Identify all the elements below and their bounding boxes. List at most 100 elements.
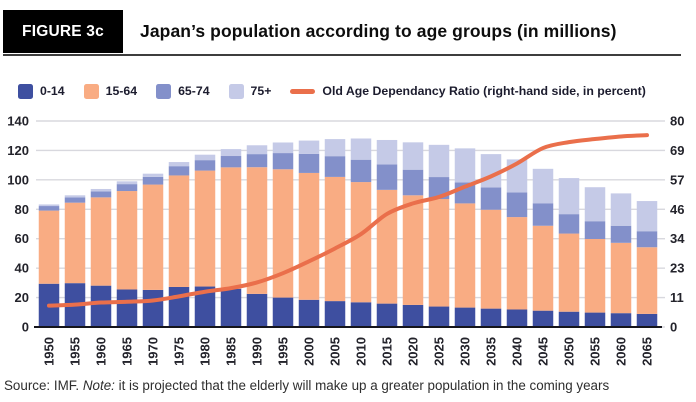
- legend: 0-14 15-64 65-74 75+ Old Age Dependancy Rati…: [18, 82, 696, 100]
- x-axis-tick-label: 1980: [198, 337, 213, 366]
- bar-segment-0-14-2020: [402, 304, 424, 327]
- bar-segment-75+-2025: [428, 144, 450, 178]
- bar-segment-65-74-1970: [142, 176, 164, 185]
- legend-line-swatch-icon: [290, 88, 316, 94]
- bar-segment-15-64-2025: [428, 198, 450, 307]
- bar-segment-0-14-1960: [90, 285, 112, 327]
- legend-label: Old Age Dependancy Ratio (right-hand sid…: [322, 84, 646, 98]
- bar-segment-75+-2015: [376, 139, 398, 165]
- bar-segment-75+-1970: [142, 173, 164, 177]
- legend-item-old-age-dependancy-ratio-right-hand-side-in-percent-: Old Age Dependancy Ratio (right-hand sid…: [290, 84, 646, 98]
- bar-segment-15-64-2050: [558, 233, 580, 312]
- bar-segment-75+-2030: [454, 148, 476, 183]
- legend-swatch-icon: [228, 83, 244, 99]
- x-axis-tick-label: 2025: [432, 337, 447, 366]
- bar-segment-75+-2065: [636, 201, 658, 232]
- bar-segment-15-64-1965: [116, 191, 138, 290]
- left-axis-tick-label: 20: [15, 290, 29, 305]
- bar-segment-65-74-2015: [376, 164, 398, 190]
- bar-segment-75+-2010: [350, 138, 372, 160]
- note-text: it is projected that the elderly will ma…: [114, 378, 610, 393]
- left-axis-tick-label: 40: [15, 261, 29, 276]
- legend-swatch-icon: [156, 83, 172, 99]
- bar-segment-15-64-2045: [532, 225, 554, 311]
- bar-segment-65-74-2060: [610, 225, 632, 243]
- bar-segment-75+-2055: [584, 187, 606, 222]
- bar-segment-15-64-2030: [454, 203, 476, 308]
- bar-segment-65-74-2035: [480, 187, 502, 210]
- x-axis-tick-label: 1975: [172, 337, 187, 366]
- source-text: Source: IMF.: [4, 378, 83, 393]
- x-axis-tick-label: 2000: [302, 337, 317, 366]
- left-axis-tick-label: 80: [15, 202, 29, 217]
- bar-segment-65-74-2000: [298, 153, 320, 173]
- legend-item-0-14: 0-14: [18, 83, 65, 99]
- bar-segment-75+-1995: [272, 142, 294, 154]
- bar-segment-75+-1990: [246, 145, 268, 155]
- x-axis-tick-label: 1965: [120, 337, 135, 366]
- bar-segment-65-74-1990: [246, 154, 268, 168]
- x-axis-tick-label: 1950: [42, 337, 57, 366]
- bar-segment-75+-2020: [402, 142, 424, 170]
- bar-segment-15-64-1995: [272, 169, 294, 298]
- bar-segment-75+-2000: [298, 140, 320, 154]
- right-axis-tick-label: 80: [670, 114, 684, 129]
- right-axis-tick-label: 23: [670, 261, 684, 276]
- left-axis-tick-label: 140: [7, 114, 29, 129]
- bar-segment-15-64-2035: [480, 209, 502, 309]
- bar-segment-75+-1955: [64, 195, 86, 198]
- bar-segment-15-64-2060: [610, 242, 632, 314]
- x-axis-tick-label: 2035: [484, 337, 499, 366]
- bar-segment-15-64-2015: [376, 189, 398, 304]
- bar-segment-65-74-2050: [558, 214, 580, 234]
- x-axis-tick-label: 2060: [614, 337, 629, 366]
- legend-swatch-icon: [18, 83, 33, 99]
- right-axis-tick-label: 11: [670, 290, 684, 305]
- bar-segment-0-14-2010: [350, 302, 372, 327]
- chart-title: Japan’s population according to age grou…: [140, 21, 617, 41]
- x-axis-tick-label: 1970: [146, 337, 161, 366]
- bar-segment-15-64-2020: [402, 195, 424, 305]
- bar-segment-15-64-1980: [194, 170, 216, 287]
- bar-segment-65-74-1965: [116, 184, 138, 192]
- x-axis-tick-label: 2010: [354, 337, 369, 366]
- figure-label-box: FIGURE 3c: [3, 10, 123, 53]
- x-axis-tick-label: 2055: [588, 337, 603, 366]
- right-axis-tick-label: 57: [670, 172, 684, 187]
- bar-segment-0-14-2065: [636, 313, 658, 327]
- bar-segment-0-14-1965: [116, 289, 138, 327]
- bar-segment-0-14-1980: [194, 286, 216, 327]
- bar-segment-0-14-2040: [506, 309, 528, 327]
- dependency-ratio-line: [47, 133, 649, 308]
- x-axis-tick-label: 2045: [536, 337, 551, 366]
- bar-segment-65-74-1980: [194, 160, 216, 171]
- bar-segment-0-14-1975: [168, 286, 190, 327]
- bar-segment-75+-1965: [116, 181, 138, 185]
- bar-segment-65-74-2045: [532, 203, 554, 226]
- legend-item-15-64: 15-64: [83, 83, 138, 99]
- legend-label: 15-64: [105, 84, 138, 98]
- x-axis-tick-label: 2015: [380, 337, 395, 366]
- bar-segment-65-74-1955: [64, 197, 86, 203]
- bar-segment-0-14-1985: [220, 288, 242, 327]
- bar-segment-15-64-2010: [350, 182, 372, 303]
- right-axis-tick-label: 0: [670, 320, 677, 335]
- bar-segment-75+-1975: [168, 162, 190, 167]
- bar-segment-65-74-2010: [350, 159, 372, 183]
- x-axis-tick-label: 2020: [406, 337, 421, 366]
- left-axis-tick-label: 60: [15, 231, 29, 246]
- bar-segment-65-74-1960: [90, 191, 112, 198]
- bar-segment-0-14-2060: [610, 313, 632, 327]
- bar-segment-0-14-2030: [454, 307, 476, 327]
- bar-segment-75+-2060: [610, 193, 632, 226]
- x-axis-tick-label: 2050: [562, 337, 577, 366]
- bar-segment-0-14-2005: [324, 301, 346, 327]
- bar-segment-75+-2050: [558, 178, 580, 215]
- header-divider: [3, 54, 681, 56]
- bar-segment-15-64-1950: [38, 210, 60, 284]
- x-axis-tick-label: 2065: [640, 337, 655, 366]
- bar-segment-0-14-2015: [376, 303, 398, 327]
- bar-segment-65-74-1975: [168, 166, 190, 176]
- bar-segment-65-74-1950: [38, 206, 60, 211]
